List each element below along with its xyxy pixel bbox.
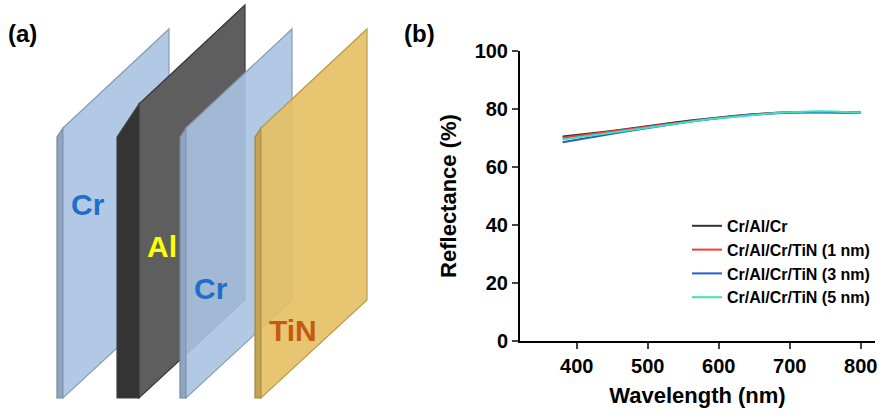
svg-text:Reflectance (%): Reflectance (%) [436, 114, 461, 278]
svg-text:Cr/Al/Cr/TiN (3 nm): Cr/Al/Cr/TiN (3 nm) [727, 266, 870, 283]
svg-text:60: 60 [486, 156, 508, 178]
svg-text:100: 100 [475, 40, 508, 62]
svg-text:800: 800 [844, 355, 877, 377]
svg-text:80: 80 [486, 98, 508, 120]
svg-text:600: 600 [702, 355, 735, 377]
svg-text:Al: Al [147, 230, 177, 263]
svg-text:500: 500 [631, 355, 664, 377]
svg-text:Cr/Al/Cr/TiN (5 nm): Cr/Al/Cr/TiN (5 nm) [727, 289, 870, 306]
svg-text:20: 20 [486, 272, 508, 294]
svg-text:0: 0 [497, 330, 508, 352]
svg-text:Cr: Cr [71, 188, 105, 221]
svg-text:Cr/Al/Cr: Cr/Al/Cr [727, 218, 787, 235]
svg-text:Cr: Cr [194, 272, 228, 305]
svg-text:Wavelength (nm): Wavelength (nm) [609, 383, 785, 408]
svg-text:TiN: TiN [269, 314, 317, 347]
html-text:(b): (b) [404, 20, 435, 47]
svg-text:Cr/Al/Cr/TiN (1 nm): Cr/Al/Cr/TiN (1 nm) [727, 242, 870, 259]
svg-text:700: 700 [773, 355, 806, 377]
svg-text:400: 400 [560, 355, 593, 377]
html-text:(a): (a) [8, 20, 38, 47]
svg-text:40: 40 [486, 214, 508, 236]
